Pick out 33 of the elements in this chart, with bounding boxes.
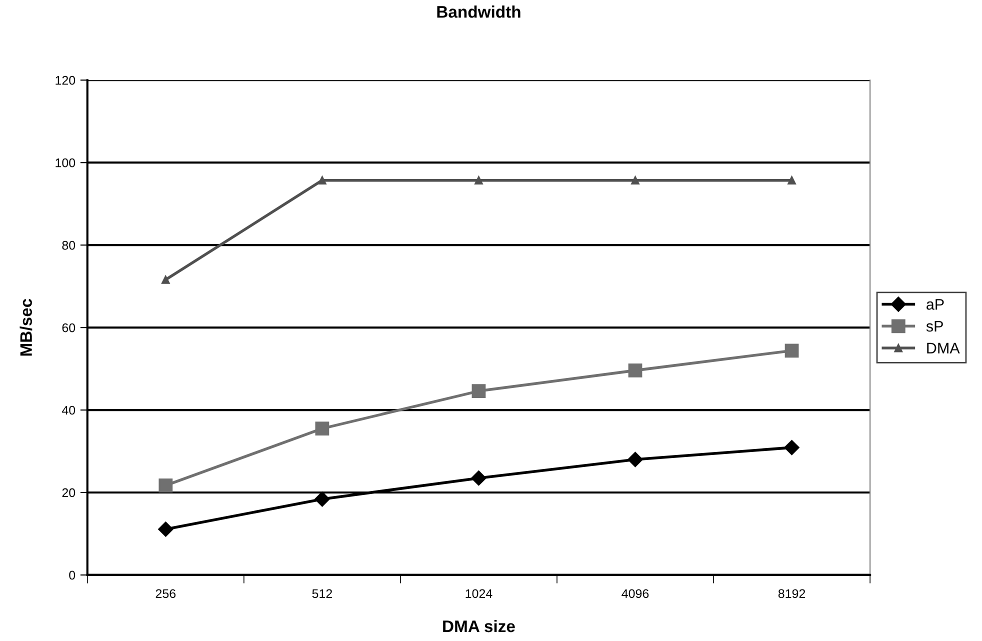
legend-label: DMA	[927, 342, 960, 354]
legend-label: aP	[926, 299, 944, 310]
y-tick-label: 0	[69, 570, 76, 580]
point	[472, 384, 486, 398]
y-tick-label: 120	[56, 76, 76, 85]
point	[784, 344, 799, 358]
x-tick-label: 4096	[622, 589, 649, 598]
x-tick-label: 8192	[778, 589, 806, 598]
point	[314, 492, 330, 507]
point	[158, 478, 173, 492]
x-tick-label: 256	[156, 589, 176, 598]
point	[474, 176, 483, 184]
point	[628, 363, 642, 378]
legend-label: sP	[926, 320, 943, 332]
point	[784, 440, 800, 456]
point	[315, 422, 330, 436]
y-tick-label: 100	[56, 158, 76, 168]
point	[471, 470, 486, 486]
x-tick-label: 1024	[466, 589, 492, 598]
y-tick-label: 60	[62, 323, 76, 332]
x-axis-title: DMA size	[443, 620, 515, 632]
point	[158, 522, 174, 537]
y-tick-label: 20	[62, 488, 76, 498]
point	[318, 176, 326, 184]
x-tick-label: 512	[312, 589, 332, 598]
chart-title: Bandwidth	[437, 6, 520, 18]
point	[631, 176, 640, 184]
point	[161, 276, 170, 284]
y-tick-label: 80	[62, 240, 76, 250]
point	[628, 452, 643, 468]
y-tick-label: 40	[62, 406, 76, 415]
point	[788, 176, 796, 184]
y-axis-title: MB/sec	[20, 298, 32, 356]
